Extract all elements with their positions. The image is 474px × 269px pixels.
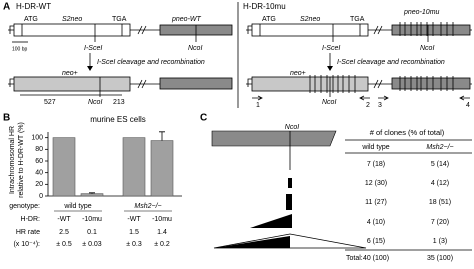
site-label: NcoI — [88, 99, 102, 106]
stop-codon: TGA — [112, 16, 127, 23]
row-label: H-DR: — [21, 216, 40, 223]
table-cell: 18 (51) — [429, 199, 451, 206]
table-cell: 6 (15) — [367, 238, 385, 245]
panel-label: B — [3, 113, 10, 124]
construct-diagram — [8, 23, 233, 97]
panel-label: A — [3, 2, 10, 13]
hr-rate: 1.4 — [157, 229, 167, 236]
table-cell: 7 (20) — [431, 219, 449, 226]
y-tick-label: 80 — [35, 146, 43, 153]
total-cell: 35 (100) — [427, 255, 453, 262]
deletion-diagram — [211, 130, 367, 249]
hr-error: ± 0.03 — [82, 241, 102, 248]
x-tick-label: -WT — [127, 216, 141, 223]
table-cell: 4 (10) — [367, 219, 385, 226]
x-tick-label: -10mu — [152, 216, 172, 223]
panel-label: C — [200, 113, 207, 124]
gene-label: neo+ — [290, 70, 306, 77]
gene-label: pneo-WT — [171, 16, 202, 23]
total-cell: 40 (100) — [363, 255, 389, 262]
table-cell: 11 (27) — [365, 199, 387, 206]
site-label: NcoI — [188, 45, 202, 52]
primer-label: 1 — [256, 102, 260, 109]
hr-rate: 0.1 — [87, 229, 97, 236]
hr-rate: 2.5 — [59, 229, 69, 236]
error-bar — [89, 192, 95, 194]
site-label: NcoI — [420, 45, 434, 52]
hr-rate: 1.5 — [129, 229, 139, 236]
site-label: I-SceI — [322, 45, 340, 52]
error-bar — [159, 131, 165, 141]
bar — [80, 193, 104, 197]
gene-label: S2neo — [300, 16, 320, 23]
gene-label: neo+ — [62, 70, 78, 77]
site-label: NcoI — [285, 124, 299, 131]
primer-label: 2 — [366, 102, 370, 109]
row-label: (x 10⁻⁴): — [13, 241, 40, 248]
scale-label: 100 bp — [12, 46, 28, 52]
table-header: # of clones (% of total) — [370, 128, 445, 137]
table-cell: 12 (30) — [365, 180, 387, 187]
step-label: I-SceI cleavage and recombination — [97, 59, 205, 66]
construct-diagram — [246, 22, 472, 101]
y-axis-label: Intrachromosomal HR — [9, 126, 16, 194]
y-tick-label: 0 — [39, 193, 43, 200]
length-label: 527 — [44, 99, 56, 106]
primer-label: 4 — [466, 102, 470, 109]
total-label: Total: — [346, 255, 363, 262]
step-label: I-SceI cleavage and recombination — [337, 59, 445, 66]
bar — [52, 137, 76, 197]
y-tick-label: 20 — [35, 181, 43, 188]
site-label: NcoI — [322, 99, 336, 106]
stop-codon: TGA — [350, 16, 365, 23]
start-codon: ATG — [262, 16, 276, 23]
column-header: Msh2−/− — [426, 144, 453, 151]
x-tick-label: -WT — [57, 216, 71, 223]
site-label: I-SceI — [84, 45, 102, 52]
table-cell: 5 (14) — [431, 161, 449, 168]
primer-label: 3 — [378, 102, 382, 109]
row-label: genotype: — [9, 203, 40, 210]
table-cell: 1 (3) — [433, 238, 447, 245]
table-cell: 4 (12) — [431, 180, 449, 187]
y-axis-label: relative to H-DR-WT (%) — [18, 122, 25, 198]
row-label: HR rate — [16, 229, 40, 236]
length-label: 213 — [113, 99, 125, 106]
gene-label: S2neo — [62, 16, 82, 23]
y-tick-label: 100 — [31, 135, 43, 142]
y-tick-label: 60 — [35, 158, 43, 165]
group-label: Msh2−/− — [134, 203, 161, 210]
start-codon: ATG — [24, 16, 38, 23]
table-cell: 7 (18) — [367, 161, 385, 168]
gene-label: pneo-10mu — [403, 9, 440, 16]
bar — [150, 140, 174, 197]
group-label: wild type — [63, 203, 91, 210]
construct-title: H-DR-10mu — [243, 2, 286, 11]
y-tick-label: 40 — [35, 170, 43, 177]
hr-error: ± 0.5 — [56, 241, 72, 248]
chart-title: murine ES cells — [90, 115, 146, 124]
hr-error: ± 0.3 — [126, 241, 142, 248]
hr-error: ± 0.2 — [154, 241, 170, 248]
bar — [122, 137, 146, 197]
construct-title: H-DR-WT — [16, 2, 51, 11]
column-header: wild type — [361, 144, 389, 151]
x-tick-label: -10mu — [82, 216, 102, 223]
